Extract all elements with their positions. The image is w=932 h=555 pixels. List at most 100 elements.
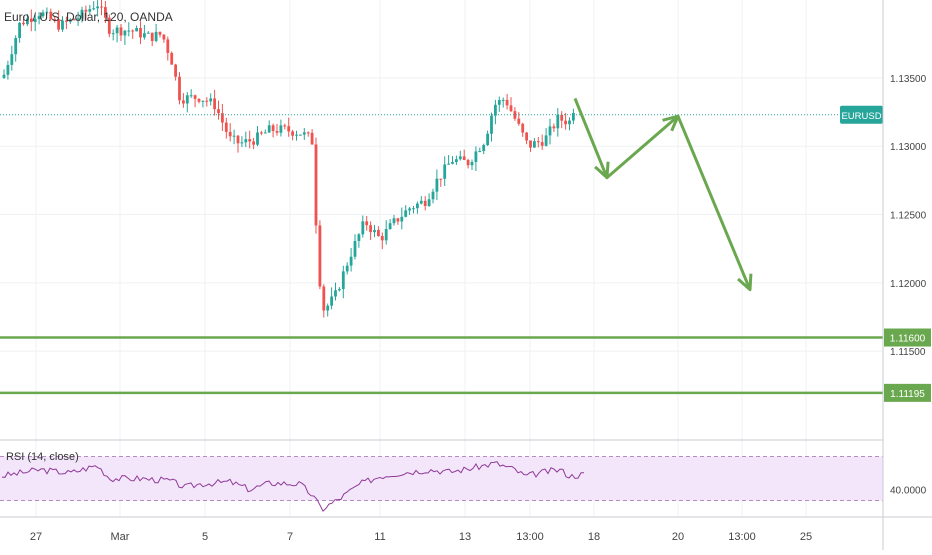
candle-body [513, 111, 517, 119]
candle-body [123, 30, 127, 36]
candle-body [37, 16, 41, 20]
candle-body [466, 159, 470, 166]
time-tick-label: 7 [287, 531, 293, 543]
candle-body [373, 229, 376, 233]
candle-body [6, 64, 10, 75]
candle-body [353, 240, 357, 257]
time-tick-label: 11 [374, 531, 385, 543]
candle-body [462, 156, 466, 160]
candle-body [22, 22, 25, 25]
time-tick-label: 5 [202, 531, 208, 543]
candle-body [525, 132, 528, 141]
candle-body [131, 30, 135, 32]
rsi-indicator-label[interactable]: RSI (14, close) [6, 451, 79, 463]
candle-body [423, 200, 427, 206]
price-tick-label: 1.12500 [890, 211, 927, 222]
arrow-head [594, 161, 610, 180]
candle-body [61, 20, 64, 30]
candle-body [443, 164, 447, 179]
candle-body [572, 112, 575, 121]
candle-body [388, 223, 392, 230]
candle-body [377, 229, 380, 237]
candle-body [201, 100, 205, 102]
candle-body [127, 30, 131, 32]
candle-body [41, 12, 45, 17]
candle-body [68, 19, 72, 22]
time-tick-label: 27 [30, 531, 42, 543]
candle-body [65, 20, 68, 22]
candle-body [306, 132, 310, 134]
candle-body [45, 11, 49, 13]
candle-body [427, 199, 431, 206]
candle-body [521, 123, 525, 133]
candle-body [232, 135, 236, 137]
candle-body [341, 271, 345, 290]
candle-body [228, 131, 232, 137]
candle-body [310, 132, 314, 145]
candle-body [408, 208, 411, 211]
candle-body [482, 145, 486, 151]
candle-body [248, 139, 252, 142]
candle-body [205, 100, 209, 102]
candle-body [529, 140, 532, 148]
candle-body [135, 27, 138, 32]
candle-body [486, 133, 489, 146]
candle-body [49, 11, 53, 20]
candle-body [271, 125, 275, 132]
candle-body [182, 100, 185, 104]
candle-body [490, 115, 493, 134]
time-tick-label: 25 [800, 531, 812, 543]
candle-body [478, 150, 482, 152]
candle-body [451, 162, 454, 164]
price-levels: EURUSD 1.11600 1.11195 [0, 105, 931, 402]
symbol-title[interactable]: Euro / U.S. Dollar, 120, OANDA [4, 10, 173, 24]
candle-body [517, 118, 521, 124]
candle-body [260, 132, 263, 134]
candle-body [111, 33, 115, 35]
level-price-tag [884, 328, 931, 347]
candle-body [84, 9, 88, 12]
candle-body [400, 216, 404, 222]
candle-body [533, 141, 536, 148]
candle-body [396, 218, 400, 222]
candle-body [29, 18, 33, 22]
candle-body [88, 9, 92, 12]
candle-body [170, 52, 174, 65]
candle-body [189, 95, 193, 97]
price-tick-label: 1.13000 [890, 142, 927, 153]
candle-body [560, 114, 564, 121]
candle-body [412, 208, 415, 210]
candle-body [322, 286, 326, 311]
candle-body [548, 126, 552, 136]
rsi-band [0, 456, 883, 501]
candle-body [552, 126, 556, 129]
candle-body [146, 32, 150, 34]
candle-body [470, 161, 474, 166]
candle-body [556, 114, 560, 129]
candle-body [279, 125, 283, 133]
candle-body [384, 229, 388, 241]
projection-path[interactable] [573, 97, 752, 291]
candle-body [2, 74, 6, 78]
candle-body [501, 99, 505, 101]
rsi-pane [0, 456, 883, 512]
candle-body [302, 132, 306, 135]
candle-body [299, 134, 302, 136]
level-price-tag-label: 1.11600 [890, 334, 926, 345]
candles [2, 0, 575, 318]
candle-body [10, 54, 14, 65]
candle-body [115, 27, 119, 34]
candle-body [139, 27, 142, 38]
candle-body [221, 113, 224, 123]
candle-body [217, 109, 220, 114]
level-price-tag [884, 383, 931, 402]
candle-body [439, 178, 443, 180]
candle-body [92, 8, 96, 10]
candle-body [143, 33, 146, 38]
candle-body [357, 234, 361, 241]
candle-body [100, 6, 103, 8]
candle-body [33, 19, 37, 22]
candle-body [14, 38, 18, 55]
